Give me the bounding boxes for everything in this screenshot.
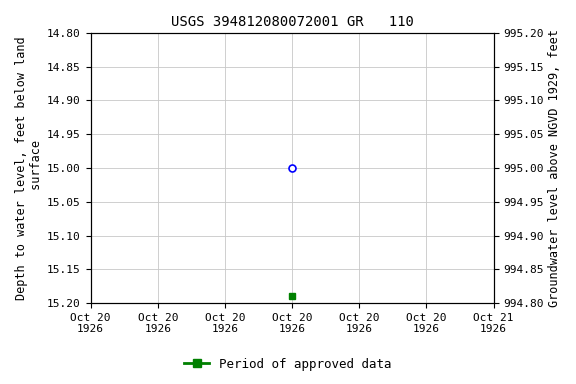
Title: USGS 394812080072001 GR   110: USGS 394812080072001 GR 110: [170, 15, 414, 29]
Y-axis label: Groundwater level above NGVD 1929, feet: Groundwater level above NGVD 1929, feet: [548, 29, 561, 307]
Legend: Period of approved data: Period of approved data: [179, 353, 397, 376]
Y-axis label: Depth to water level, feet below land
 surface: Depth to water level, feet below land su…: [15, 36, 43, 300]
